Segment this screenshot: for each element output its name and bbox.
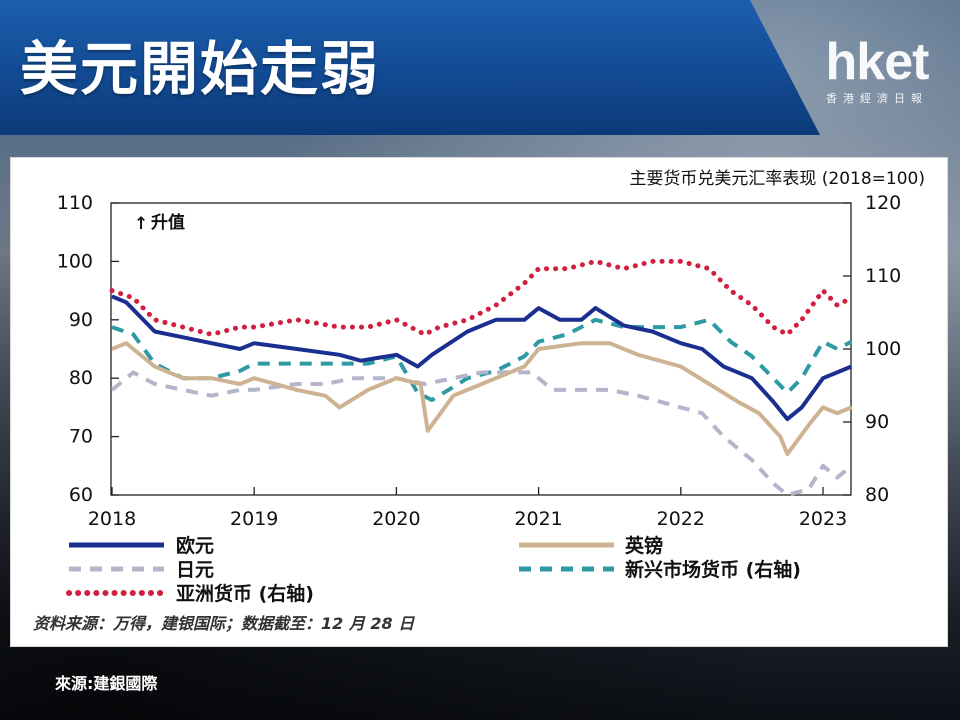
brand-logo: hket 香港經濟日報 xyxy=(812,36,942,106)
page-title: 美元開始走弱 xyxy=(20,35,381,103)
title-banner: 美元開始走弱 xyxy=(0,0,820,135)
left-tick-label: 80 xyxy=(69,367,93,389)
chart-panel: 主要货币兑美元汇率表现 (2018=100) 110 100 90 80 70 60 120… xyxy=(10,157,948,647)
annotation-label: 升值 xyxy=(151,212,185,233)
legend-label: 欧元 xyxy=(176,534,214,557)
legend-label: 日元 xyxy=(176,559,214,581)
x-tick-label: 2020 xyxy=(372,508,420,530)
series-line-1 xyxy=(111,294,853,422)
left-tick-label: 70 xyxy=(69,426,93,448)
left-tick-label: 100 xyxy=(57,250,93,272)
x-tick-label: 2022 xyxy=(657,508,705,530)
annotation-arrow: ↑ xyxy=(134,214,148,234)
series-line-5 xyxy=(109,258,854,337)
plot-frame xyxy=(110,202,852,496)
exchange-rate-chart: 主要货币兑美元汇率表现 (2018=100) 110 100 90 80 70 60 120… xyxy=(33,169,925,633)
series-line-3 xyxy=(110,370,853,497)
right-tick-label: 120 xyxy=(865,192,901,214)
left-tick-label: 90 xyxy=(69,309,93,331)
chart-title: 主要货币兑美元汇率表现 (2018=100) xyxy=(629,169,925,189)
right-tick-label: 110 xyxy=(865,265,901,287)
x-tick-label: 2023 xyxy=(799,508,847,530)
source-caption: 來源:建銀國際 xyxy=(55,674,158,693)
legend-label: 英镑 xyxy=(625,534,663,557)
x-tick-label: 2018 xyxy=(88,508,136,530)
left-tick-label: 110 xyxy=(57,192,93,214)
x-tick-label: 2019 xyxy=(230,508,278,530)
chart-source-note: 资料来源：万得，建银国际；数据截至：12 月 28 日 xyxy=(33,614,415,633)
left-tick-label: 60 xyxy=(69,484,93,506)
legend-label: 新兴市场货币 (右轴) xyxy=(625,558,801,581)
x-tick-label: 2021 xyxy=(514,508,562,530)
plot-area: 110 100 90 80 70 60 120 110 100 90 80 2018 2019 2020 2… xyxy=(57,192,902,530)
right-tick-label: 80 xyxy=(865,484,889,506)
series-line-4 xyxy=(111,317,853,403)
right-tick-label: 100 xyxy=(865,338,901,360)
series-line-2 xyxy=(111,341,853,457)
legend-label: 亚洲货币 (右轴) xyxy=(176,582,314,605)
right-tick-label: 90 xyxy=(865,411,889,433)
logo-subtitle: 香港經濟日報 xyxy=(826,92,928,105)
logo-wordmark: hket xyxy=(825,33,930,91)
